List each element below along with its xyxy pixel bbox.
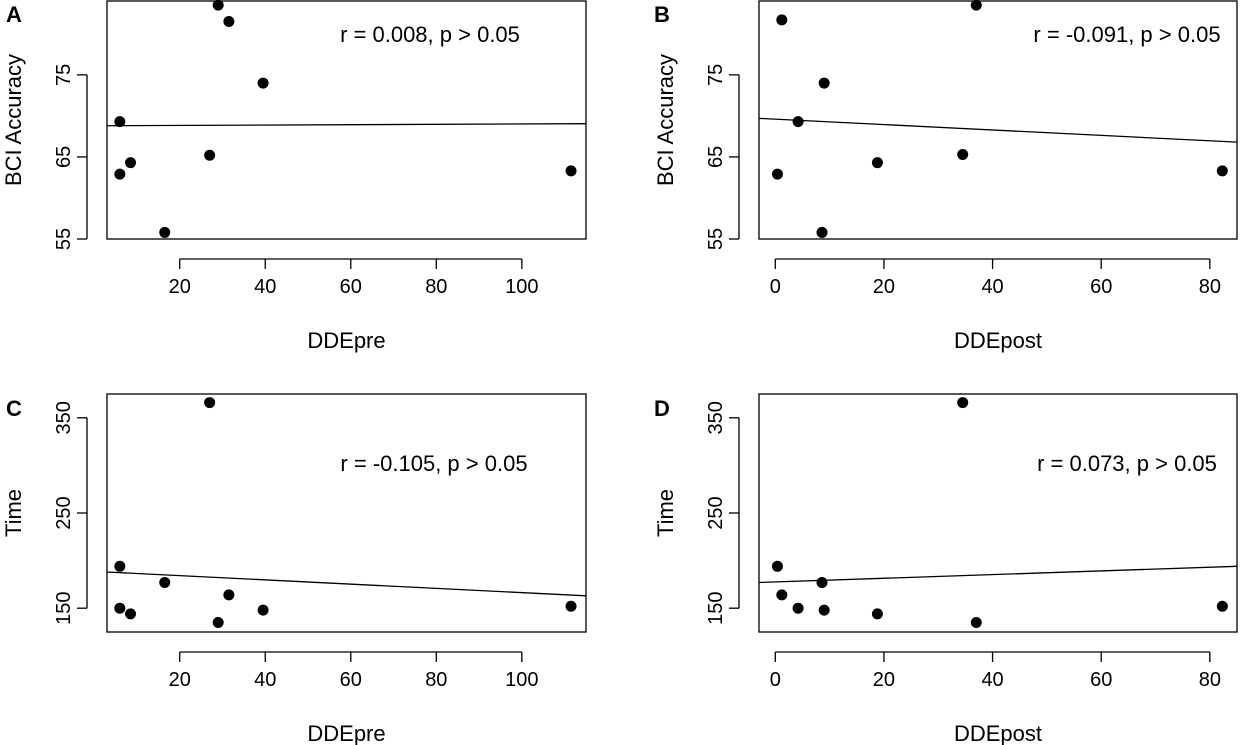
x-tick-label: 80 bbox=[425, 276, 447, 298]
regression-line bbox=[106, 571, 587, 597]
plot-frame bbox=[758, 0, 1238, 240]
data-point bbox=[114, 560, 126, 572]
x-tick-label: 20 bbox=[169, 276, 191, 298]
data-point bbox=[792, 116, 804, 128]
panel-a: A 20 40 60 80 100 55 65 75 DDEpre BCI Accuracy r = … bbox=[1, 0, 587, 353]
x-tick-label: 80 bbox=[1199, 276, 1221, 298]
data-point bbox=[565, 600, 577, 612]
y-tick-label: 150 bbox=[53, 592, 75, 625]
data-point bbox=[257, 77, 269, 89]
data-point bbox=[871, 157, 883, 169]
data-point bbox=[792, 602, 804, 614]
data-point bbox=[818, 604, 830, 616]
x-tick-label: 60 bbox=[1090, 669, 1112, 691]
y-tick-label: 250 bbox=[53, 496, 75, 529]
data-point bbox=[776, 14, 788, 26]
data-point bbox=[223, 589, 235, 601]
x-tick-label: 0 bbox=[770, 276, 781, 298]
y-axis-title: Time bbox=[1, 489, 26, 537]
y-tick-label: 65 bbox=[53, 146, 75, 168]
x-tick-label: 40 bbox=[981, 669, 1003, 691]
data-point bbox=[125, 608, 137, 620]
y-tick-label: 55 bbox=[705, 228, 727, 250]
data-point bbox=[159, 226, 171, 238]
panel-d: D 0 20 40 60 80 150 250 350 DDEpost Time r = 0.073,… bbox=[653, 393, 1238, 745]
x-axis-title: DDEpost bbox=[954, 328, 1042, 353]
x-tick-label: 20 bbox=[873, 276, 895, 298]
plot-frame bbox=[106, 0, 587, 240]
data-point bbox=[1216, 165, 1228, 177]
x-tick-label: 20 bbox=[169, 669, 191, 691]
data-point bbox=[1216, 600, 1228, 612]
regression-line bbox=[106, 123, 587, 127]
x-tick-label: 60 bbox=[340, 669, 362, 691]
x-tick-label: 100 bbox=[505, 276, 538, 298]
data-point bbox=[223, 16, 235, 28]
y-tick-label: 55 bbox=[53, 228, 75, 250]
y-tick-label: 65 bbox=[705, 146, 727, 168]
y-tick-label: 75 bbox=[705, 64, 727, 86]
data-point bbox=[957, 397, 969, 409]
x-tick-label: 80 bbox=[425, 669, 447, 691]
y-axis-title: BCI Accuracy bbox=[653, 54, 678, 186]
plot-frame bbox=[758, 393, 1238, 633]
data-point bbox=[816, 576, 828, 588]
data-point bbox=[114, 602, 126, 614]
panel-label: C bbox=[6, 396, 22, 421]
data-point bbox=[776, 589, 788, 601]
panel-c: C 20 40 60 80 100 150 250 350 DDEpre Time r = -0.10… bbox=[1, 393, 587, 745]
y-tick-label: 250 bbox=[705, 496, 727, 529]
y-axis-title: Time bbox=[653, 489, 678, 537]
x-tick-label: 60 bbox=[340, 276, 362, 298]
x-tick-label: 60 bbox=[1090, 276, 1112, 298]
correlation-annotation: r = -0.091, p > 0.05 bbox=[1033, 22, 1220, 47]
data-point bbox=[114, 116, 126, 128]
data-point bbox=[565, 165, 577, 177]
data-point bbox=[212, 616, 224, 628]
regression-line bbox=[758, 117, 1238, 143]
data-point bbox=[818, 77, 830, 89]
data-point bbox=[257, 604, 269, 616]
x-tick-label: 40 bbox=[981, 276, 1003, 298]
y-axis-title: BCI Accuracy bbox=[1, 54, 26, 186]
x-tick-label: 0 bbox=[770, 669, 781, 691]
data-point bbox=[771, 560, 783, 572]
data-point bbox=[204, 397, 216, 409]
x-tick-label: 100 bbox=[505, 669, 538, 691]
data-point bbox=[212, 0, 224, 11]
data-point bbox=[871, 608, 883, 620]
panel-label: D bbox=[654, 396, 670, 421]
data-point bbox=[159, 576, 171, 588]
y-tick-label: 75 bbox=[53, 64, 75, 86]
x-tick-label: 40 bbox=[254, 276, 276, 298]
correlation-annotation: r = 0.008, p > 0.05 bbox=[340, 22, 520, 47]
x-axis-title: DDEpre bbox=[307, 328, 385, 353]
y-tick-label: 350 bbox=[705, 401, 727, 434]
x-axis-title: DDEpre bbox=[307, 721, 385, 745]
data-point bbox=[204, 149, 216, 161]
correlation-annotation: r = 0.073, p > 0.05 bbox=[1037, 451, 1217, 476]
data-point bbox=[970, 0, 982, 11]
data-point bbox=[114, 168, 126, 180]
data-point bbox=[771, 168, 783, 180]
panel-b: B 0 20 40 60 80 55 65 75 DDEpost BCI Accuracy r = -… bbox=[653, 0, 1238, 353]
x-tick-label: 20 bbox=[873, 669, 895, 691]
y-tick-label: 350 bbox=[53, 401, 75, 434]
plot-frame bbox=[106, 393, 587, 633]
x-tick-label: 80 bbox=[1199, 669, 1221, 691]
data-point bbox=[125, 157, 137, 169]
panel-label: B bbox=[654, 2, 670, 27]
data-point bbox=[970, 616, 982, 628]
y-tick-label: 150 bbox=[705, 592, 727, 625]
x-axis-title: DDEpost bbox=[954, 721, 1042, 745]
correlation-annotation: r = -0.105, p > 0.05 bbox=[340, 451, 527, 476]
panel-label: A bbox=[6, 2, 22, 27]
data-point bbox=[957, 148, 969, 160]
x-tick-label: 40 bbox=[254, 669, 276, 691]
data-point bbox=[816, 226, 828, 238]
regression-line bbox=[758, 565, 1238, 584]
